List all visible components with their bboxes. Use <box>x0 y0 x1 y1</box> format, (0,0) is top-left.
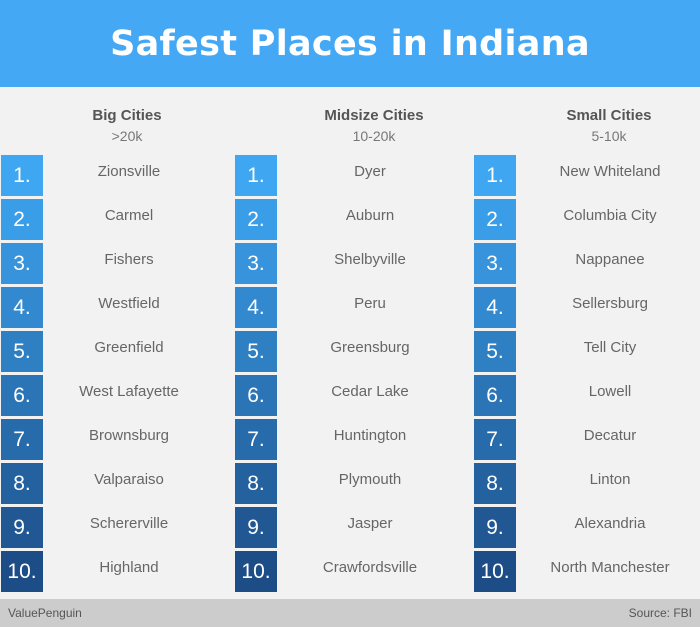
footer-bar: ValuePenguin Source: FBI <box>0 599 700 627</box>
city-name: North Manchester <box>550 559 670 576</box>
city-name: Fishers <box>104 251 154 268</box>
rank-badge: 1. <box>235 155 277 196</box>
column-title: Midsize Cities <box>324 107 424 124</box>
city-name: New Whiteland <box>559 163 661 180</box>
rank-badge: 1. <box>1 155 43 196</box>
rank-badge: 7. <box>1 419 43 460</box>
rank-badge: 3. <box>474 243 516 284</box>
footer-brand: ValuePenguin <box>8 606 82 620</box>
city-name: Carmel <box>104 207 154 224</box>
footer-source: Source: FBI <box>628 606 692 620</box>
rank-badge: 4. <box>474 287 516 328</box>
rank-badge: 8. <box>1 463 43 504</box>
city-name: Valparaiso <box>94 471 164 488</box>
city-name: Columbia City <box>563 207 657 224</box>
column-header: Big Cities >20k <box>27 106 227 146</box>
city-name: Highland <box>99 559 159 576</box>
city-name: Crawfordsville <box>322 559 418 576</box>
column-header: Small Cities 5-10k <box>509 106 700 146</box>
city-name: Peru <box>354 295 386 312</box>
city-name: Decatur <box>583 427 637 444</box>
rank-badge: 4. <box>235 287 277 328</box>
city-name: Westfield <box>98 295 160 312</box>
rank-badge: 3. <box>235 243 277 284</box>
column-header: Midsize Cities 10-20k <box>274 106 474 146</box>
city-name: Zionsville <box>97 163 161 180</box>
rank-badge: 8. <box>474 463 516 504</box>
city-name: Lowell <box>588 383 632 400</box>
city-name: Sellersburg <box>572 295 648 312</box>
rank-badge: 10. <box>1 551 43 592</box>
rank-badge: 5. <box>474 331 516 372</box>
column-subtitle: 10-20k <box>352 128 396 144</box>
city-name: Auburn <box>345 207 395 224</box>
column-title: Small Cities <box>566 107 652 124</box>
rank-badge: 2. <box>235 199 277 240</box>
city-name: Greensburg <box>330 339 410 356</box>
city-name: Alexandria <box>574 515 646 532</box>
rank-badge: 4. <box>1 287 43 328</box>
rank-badge: 3. <box>1 243 43 284</box>
rank-badge: 5. <box>235 331 277 372</box>
rank-badge: 9. <box>235 507 277 548</box>
city-name: Tell City <box>583 339 637 356</box>
city-name: Dyer <box>354 163 386 180</box>
column-title: Big Cities <box>92 107 162 124</box>
header-banner: Safest Places in Indiana <box>0 0 700 87</box>
rank-badge: 7. <box>474 419 516 460</box>
rank-badge: 6. <box>235 375 277 416</box>
city-name: Greenfield <box>94 339 164 356</box>
rank-badge: 2. <box>474 199 516 240</box>
column-subtitle: >20k <box>111 128 143 144</box>
rank-badge: 6. <box>1 375 43 416</box>
rank-badge: 7. <box>235 419 277 460</box>
rank-badge: 9. <box>474 507 516 548</box>
rank-badge: 10. <box>235 551 277 592</box>
rank-badge: 2. <box>1 199 43 240</box>
column-subtitle: 5-10k <box>591 128 627 144</box>
city-name: Jasper <box>347 515 393 532</box>
city-name: Linton <box>589 471 631 488</box>
rank-badge: 10. <box>474 551 516 592</box>
city-name: West Lafayette <box>79 383 179 400</box>
city-name: Brownsburg <box>88 427 170 444</box>
city-name: Nappanee <box>575 251 645 268</box>
page-title: Safest Places in Indiana <box>110 23 590 64</box>
rank-badge: 5. <box>1 331 43 372</box>
rank-badge: 6. <box>474 375 516 416</box>
rank-badge: 8. <box>235 463 277 504</box>
rank-badge: 1. <box>474 155 516 196</box>
city-name: Cedar Lake <box>331 383 409 400</box>
city-name: Plymouth <box>338 471 402 488</box>
city-name: Shelbyville <box>334 251 406 268</box>
city-name: Schererville <box>89 515 169 532</box>
rank-badge: 9. <box>1 507 43 548</box>
city-name: Huntington <box>333 427 407 444</box>
